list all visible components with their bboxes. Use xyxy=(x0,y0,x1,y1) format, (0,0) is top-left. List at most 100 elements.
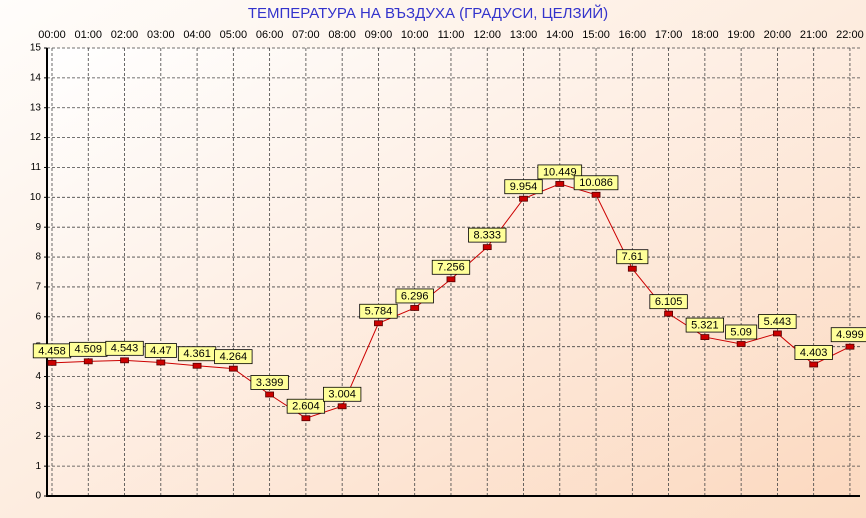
data-label-box xyxy=(105,340,144,356)
point-marker xyxy=(192,362,202,369)
point-marker xyxy=(374,320,383,327)
data-label: 10.086 xyxy=(579,177,613,189)
data-label-box xyxy=(685,317,725,333)
point-marker xyxy=(228,365,238,372)
data-label-box xyxy=(537,164,583,180)
point-marker xyxy=(736,341,746,347)
x-tick-label: 21:00 xyxy=(800,29,828,41)
data-label: 4.509 xyxy=(75,344,103,356)
point-marker xyxy=(809,361,819,368)
data-label-box xyxy=(725,324,758,340)
y-tick-label: 0 xyxy=(35,491,41,502)
data-label-box xyxy=(794,345,833,360)
point-marker xyxy=(700,334,710,340)
point-marker xyxy=(519,195,528,202)
data-label-box xyxy=(431,259,471,275)
x-tick-label: 18:00 xyxy=(691,29,719,41)
data-label-box xyxy=(616,249,649,265)
y-tick-label: 6 xyxy=(35,311,41,322)
point-marker xyxy=(120,357,129,364)
data-label-box xyxy=(573,175,619,191)
point-marker xyxy=(47,359,57,366)
y-tick-label: 4 xyxy=(35,371,41,382)
data-label: 3.004 xyxy=(328,389,356,401)
y-tick-label: 11 xyxy=(31,162,42,173)
data-label: 4.361 xyxy=(183,348,211,360)
point-marker xyxy=(555,181,565,187)
x-tick-label: 00:00 xyxy=(38,29,66,41)
data-label: 2.604 xyxy=(292,401,320,413)
data-label-box xyxy=(468,227,507,243)
x-tick-label: 17:00 xyxy=(655,29,683,41)
y-tick-label: 2 xyxy=(35,431,41,442)
y-tick-label: 12 xyxy=(30,132,42,143)
point-marker xyxy=(845,343,855,350)
x-tick-label: 04:00 xyxy=(183,29,211,41)
x-tick-label: 12:00 xyxy=(473,29,501,41)
x-tick-label: 20:00 xyxy=(764,29,792,41)
data-label: 10.449 xyxy=(543,166,577,178)
data-label: 7.61 xyxy=(622,251,643,263)
x-tick-label: 06:00 xyxy=(256,29,284,41)
data-label-box xyxy=(395,288,434,304)
point-marker xyxy=(301,415,311,422)
data-label: 4.543 xyxy=(111,343,139,355)
point-marker xyxy=(83,358,93,365)
data-label-box xyxy=(830,327,866,343)
data-label-box xyxy=(323,386,362,402)
point-marker xyxy=(156,359,166,366)
data-label: 6.105 xyxy=(655,296,683,308)
x-tick-label: 09:00 xyxy=(365,29,393,41)
y-tick-label: 10 xyxy=(30,192,42,203)
x-tick-label: 07:00 xyxy=(292,29,320,41)
y-tick-label: 14 xyxy=(30,73,42,84)
data-label: 4.47 xyxy=(150,345,171,357)
point-marker xyxy=(591,191,601,198)
data-label: 9.954 xyxy=(510,181,538,193)
x-tick-label: 19:00 xyxy=(727,29,755,41)
x-tick-label: 14:00 xyxy=(546,29,574,41)
x-tick-label: 10:00 xyxy=(401,29,429,41)
point-marker xyxy=(664,310,673,317)
y-tick-label: 9 xyxy=(35,222,41,233)
data-label-box xyxy=(649,294,688,310)
data-label: 5.321 xyxy=(691,319,719,331)
point-marker xyxy=(627,265,637,272)
x-tick-label: 05:00 xyxy=(220,29,248,41)
data-label-box xyxy=(758,314,797,329)
data-label: 5.09 xyxy=(730,326,751,338)
x-tick-label: 13:00 xyxy=(510,29,538,41)
data-label: 4.458 xyxy=(38,345,66,357)
data-label-box xyxy=(144,343,177,358)
data-label-box xyxy=(504,179,543,195)
x-tick-label: 15:00 xyxy=(582,29,610,41)
x-tick-label: 16:00 xyxy=(619,29,647,41)
data-label: 8.333 xyxy=(473,230,501,242)
x-tick-label: 11:00 xyxy=(438,29,465,41)
point-marker xyxy=(410,305,420,311)
x-tick-label: 08:00 xyxy=(328,29,356,41)
data-label-box xyxy=(214,349,253,365)
data-label: 5.443 xyxy=(764,316,792,328)
chart-title: ТЕМПЕРАТУРА НА ВЪЗДУХА (ГРАДУСИ, ЦЕЛЗИЙ) xyxy=(248,4,608,22)
data-label-box xyxy=(359,303,398,319)
y-tick-label: 8 xyxy=(35,252,41,263)
x-tick-label: 01:00 xyxy=(75,29,103,41)
data-label: 4.264 xyxy=(220,351,248,363)
data-label: 4.403 xyxy=(800,347,828,359)
y-tick-label: 1 xyxy=(35,461,41,472)
y-tick-label: 7 xyxy=(35,282,41,293)
x-tick-label: 02:00 xyxy=(111,29,139,41)
x-tick-label: 22:00 xyxy=(836,29,864,41)
y-tick-label: 13 xyxy=(30,102,42,113)
point-marker xyxy=(337,403,347,410)
data-label: 6.296 xyxy=(401,290,429,302)
point-marker xyxy=(265,391,275,398)
point-marker xyxy=(446,276,456,283)
data-label: 5.784 xyxy=(365,306,393,318)
x-tick-label: 03:00 xyxy=(147,29,175,41)
data-label: 4.999 xyxy=(836,329,864,341)
y-tick-label: 15 xyxy=(30,43,42,54)
point-marker xyxy=(773,330,782,337)
